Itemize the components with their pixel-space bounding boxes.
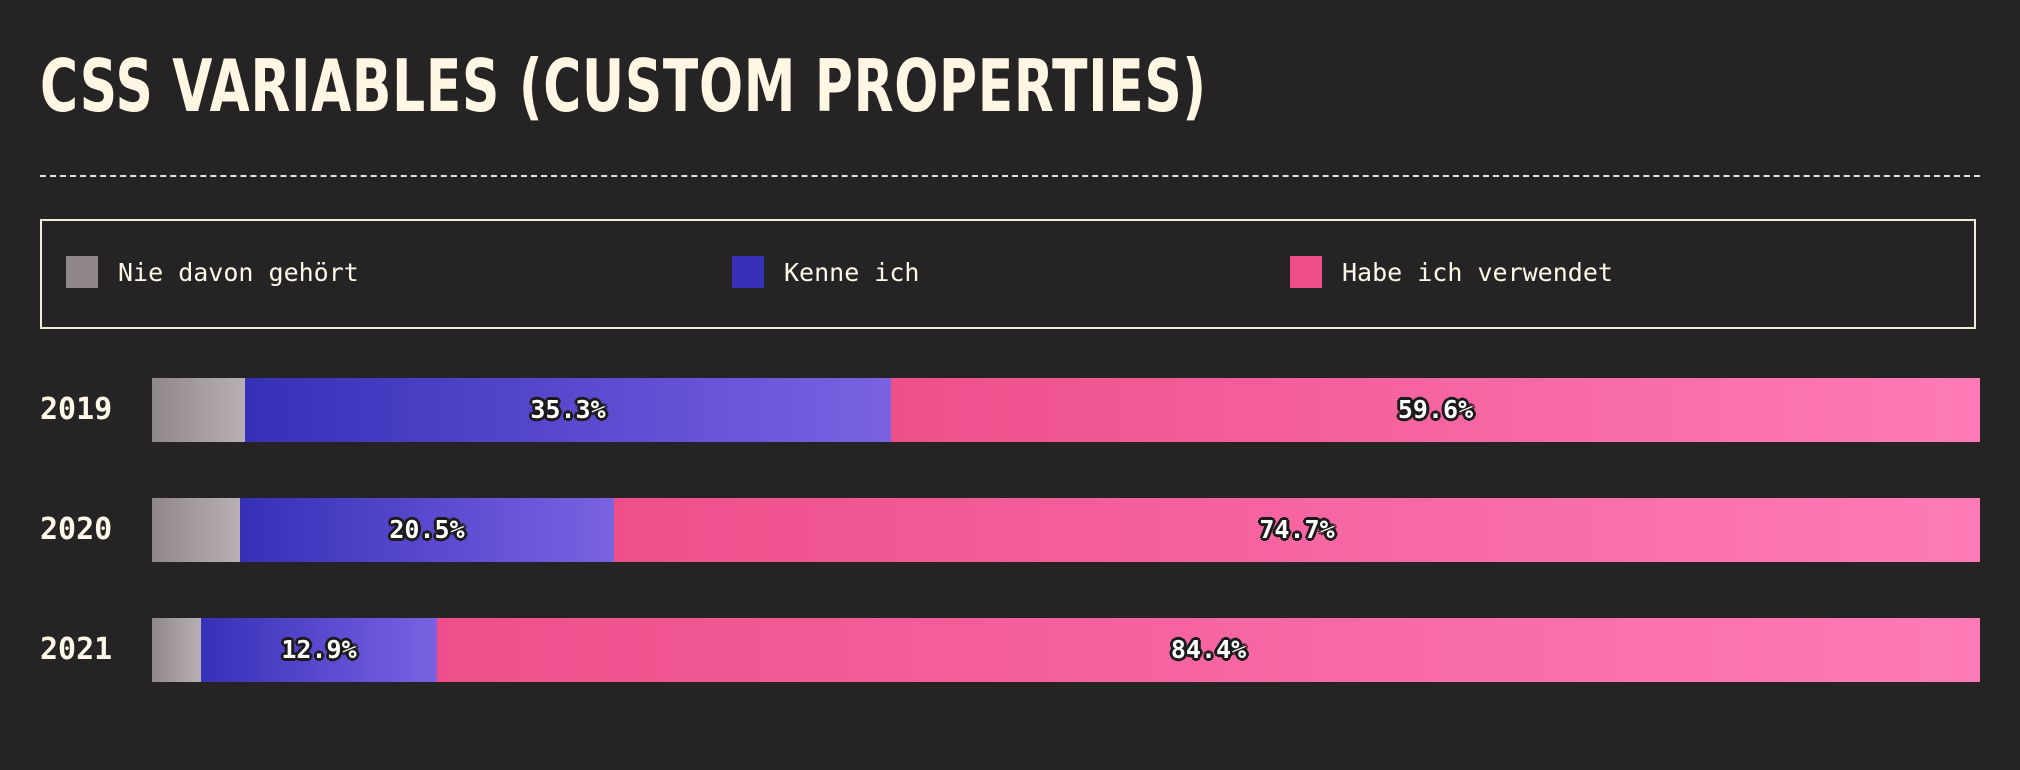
bar-segment-know-it-2021[interactable] xyxy=(201,618,437,682)
legend-swatch-never-heard xyxy=(66,256,98,288)
bar-segment-know-it-2019[interactable] xyxy=(245,378,891,442)
legend: Nie davon gehört Kenne ich Habe ich verw… xyxy=(40,219,1976,329)
legend-swatch-used-it xyxy=(1290,256,1322,288)
legend-label-never-heard: Nie davon gehört xyxy=(118,257,359,287)
legend-swatch-know-it xyxy=(732,256,764,288)
data-label-used-it-2020: 74.7% xyxy=(1259,515,1335,544)
data-label-know-it-2021: 12.9% xyxy=(281,635,357,664)
legend-label-know-it: Kenne ich xyxy=(784,257,920,287)
year-label-2019: 2019 xyxy=(40,392,113,427)
bar-row-2019: 35.3% 59.6% xyxy=(152,378,1980,442)
chart-title: CSS VARIABLES (CUSTOM PROPERTIES) xyxy=(40,44,1207,128)
legend-item-never-heard[interactable]: Nie davon gehört xyxy=(66,255,359,289)
bar-segment-used-it-2019[interactable] xyxy=(891,378,1980,442)
legend-label-used-it: Habe ich verwendet xyxy=(1342,257,1613,287)
title-divider xyxy=(40,175,1980,177)
bar-row-2021: 12.9% 84.4% xyxy=(152,618,1980,682)
data-label-used-it-2021: 84.4% xyxy=(1170,635,1247,664)
data-label-used-it-2019: 59.6% xyxy=(1397,395,1474,424)
year-label-2020: 2020 xyxy=(40,512,113,547)
bar-segment-used-it-2020[interactable] xyxy=(614,498,1980,562)
bar-segment-never-heard-2019[interactable] xyxy=(152,378,245,442)
bar-row-2020: 20.5% 74.7% xyxy=(152,498,1980,562)
bar-segment-used-it-2021[interactable] xyxy=(437,618,1980,682)
legend-item-used-it[interactable]: Habe ich verwendet xyxy=(1290,255,1613,289)
data-label-know-it-2019: 35.3% xyxy=(530,395,606,424)
bar-segment-never-heard-2021[interactable] xyxy=(152,618,201,682)
bar-segment-know-it-2020[interactable] xyxy=(240,498,614,562)
legend-item-know-it[interactable]: Kenne ich xyxy=(732,255,919,289)
bar-segment-never-heard-2020[interactable] xyxy=(152,498,240,562)
year-label-2021: 2021 xyxy=(40,632,113,667)
data-label-know-it-2020: 20.5% xyxy=(389,515,465,544)
